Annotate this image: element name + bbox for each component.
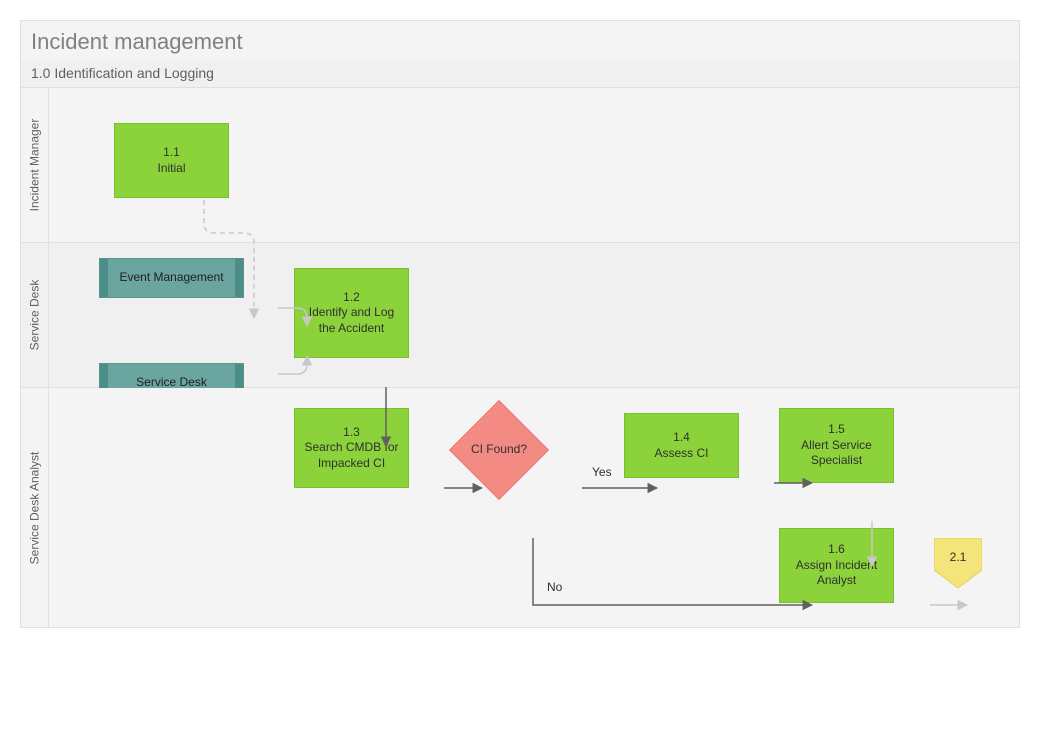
diagram-title: Incident management: [20, 20, 1020, 59]
node-1.4: 1.4 Assess CI: [624, 413, 739, 478]
node-1.1: 1.1 Initial: [114, 123, 229, 198]
node-1.5: 1.5 Allert Service Specialist: [779, 408, 894, 483]
lane-body: Event ManagementService Desk1.2 Identify…: [49, 243, 1019, 387]
swimlanes: Incident Manager 1.1 Initial Service Des…: [20, 88, 1020, 628]
lane-label: Service Desk: [21, 243, 49, 387]
flowchart-container: Incident management 1.0 Identification a…: [20, 20, 1020, 713]
lane-body: 1.3 Search CMDB for Impacked CI CI Found?…: [49, 388, 1019, 627]
diagram-subtitle: 1.0 Identification and Logging: [20, 59, 1020, 88]
node-1.3: 1.3 Search CMDB for Impacked CI: [294, 408, 409, 488]
lane-label: Service Desk Analyst: [21, 388, 49, 627]
lane-service-desk-analyst: Service Desk Analyst 1.3 Search CMDB for…: [20, 388, 1020, 628]
lane-service-desk: Service Desk Event ManagementService Des…: [20, 243, 1020, 388]
node-dec: CI Found?: [449, 400, 549, 500]
node-2.1: 2.1: [934, 538, 982, 588]
node-ev: Event Management: [99, 258, 244, 298]
lane-incident-manager: Incident Manager 1.1 Initial: [20, 88, 1020, 243]
lane-body: 1.1 Initial: [49, 88, 1019, 242]
node-1.6: 1.6 Assign Incident Analyst: [779, 528, 894, 603]
lane-label: Incident Manager: [21, 88, 49, 242]
node-1.2: 1.2 Identify and Log the Accident: [294, 268, 409, 358]
